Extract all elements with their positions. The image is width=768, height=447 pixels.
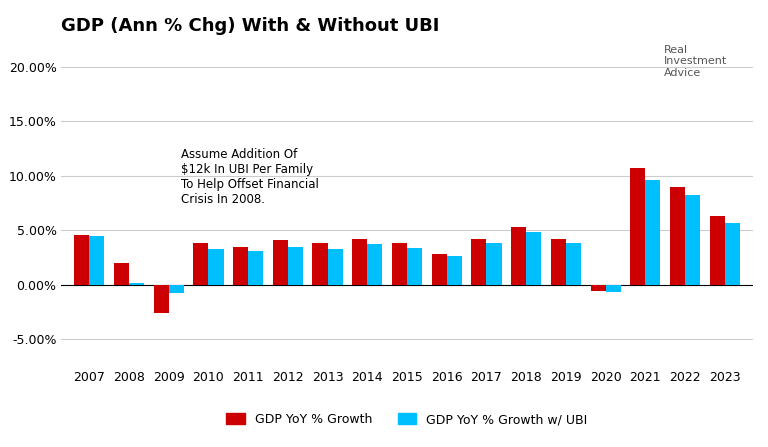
Bar bbox=[407, 248, 422, 285]
Bar bbox=[710, 216, 725, 285]
Bar bbox=[208, 249, 223, 285]
Bar bbox=[233, 247, 248, 285]
Bar bbox=[288, 247, 303, 285]
Bar bbox=[526, 232, 541, 285]
Bar bbox=[631, 168, 645, 285]
Text: Real
Investment
Advice: Real Investment Advice bbox=[664, 45, 727, 78]
Bar bbox=[169, 285, 184, 293]
Bar bbox=[670, 186, 685, 285]
Legend: GDP YoY % Growth, GDP YoY % Growth w/ UBI: GDP YoY % Growth, GDP YoY % Growth w/ UB… bbox=[221, 408, 593, 431]
Bar bbox=[486, 243, 502, 285]
Bar bbox=[645, 180, 660, 285]
Bar bbox=[114, 263, 129, 285]
Bar bbox=[154, 285, 169, 313]
Text: GDP (Ann % Chg) With & Without UBI: GDP (Ann % Chg) With & Without UBI bbox=[61, 17, 440, 35]
Bar bbox=[606, 285, 621, 292]
Bar bbox=[566, 243, 581, 285]
Bar bbox=[392, 243, 407, 285]
Bar bbox=[89, 236, 104, 285]
Bar bbox=[328, 249, 343, 285]
Bar bbox=[273, 240, 288, 285]
Bar bbox=[551, 239, 566, 285]
Bar bbox=[591, 285, 606, 291]
Text: Assume Addition Of
$12k In UBI Per Family
To Help Offset Financial
Crisis In 200: Assume Addition Of $12k In UBI Per Famil… bbox=[180, 148, 319, 207]
Bar bbox=[472, 239, 486, 285]
Bar bbox=[129, 283, 144, 285]
Bar bbox=[74, 235, 89, 285]
Bar bbox=[447, 256, 462, 285]
Bar bbox=[367, 245, 382, 285]
Bar bbox=[432, 254, 447, 285]
Bar bbox=[511, 227, 526, 285]
Bar bbox=[248, 251, 263, 285]
Bar bbox=[194, 243, 208, 285]
Bar bbox=[685, 195, 700, 285]
Bar bbox=[725, 223, 740, 285]
Bar bbox=[353, 239, 367, 285]
Bar bbox=[313, 243, 328, 285]
